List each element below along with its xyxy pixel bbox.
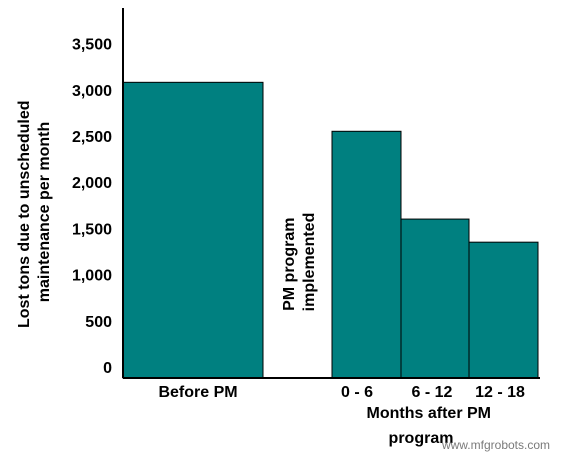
- y-tick-label-7: 3,500: [72, 37, 112, 54]
- pm-implemented-annotation: PM program implemented: [281, 213, 318, 312]
- y-tick-label-5: 2,500: [72, 129, 112, 146]
- y-tick-label-1: 500: [85, 314, 112, 331]
- y-tick-labels: 0 500 1,000 1,500 2,000 2,500 3,000 3,500: [72, 37, 112, 377]
- y-tick-label-6: 3,000: [72, 83, 112, 100]
- annotation-line-1: PM program: [281, 218, 298, 311]
- x-axis-label: Months after PM program: [367, 405, 496, 447]
- bars-group: [122, 81, 539, 379]
- bar-3: [468, 241, 539, 379]
- y-axis-label-line-1: Lost tons due to unscheduled: [16, 100, 33, 328]
- y-tick-label-2: 1,000: [72, 268, 112, 285]
- x-category-label-3: 12 - 18: [475, 384, 525, 401]
- x-category-label-0: Before PM: [158, 384, 237, 401]
- x-category-labels: Before PM 0 - 6 6 - 12 12 - 18: [158, 384, 525, 401]
- x-category-label-1: 0 - 6: [341, 384, 373, 401]
- x-axis-label-line-2: program: [389, 430, 454, 447]
- y-tick-label-0: 0: [103, 360, 112, 377]
- y-tick-label-3: 1,500: [72, 221, 112, 238]
- y-axis-label-line-2: maintenance per month: [36, 122, 53, 302]
- watermark: www.mfgrobots.com: [441, 438, 550, 452]
- y-tick-label-4: 2,000: [72, 175, 112, 192]
- bar-1: [331, 130, 402, 379]
- y-axis-label: Lost tons due to unscheduled maintenance…: [16, 96, 53, 328]
- bar-2: [400, 218, 470, 379]
- x-axis-label-line-1: Months after PM: [367, 405, 491, 422]
- x-category-label-2: 6 - 12: [412, 384, 453, 401]
- annotation-line-2: implemented: [301, 213, 318, 312]
- bar-0: [122, 81, 264, 379]
